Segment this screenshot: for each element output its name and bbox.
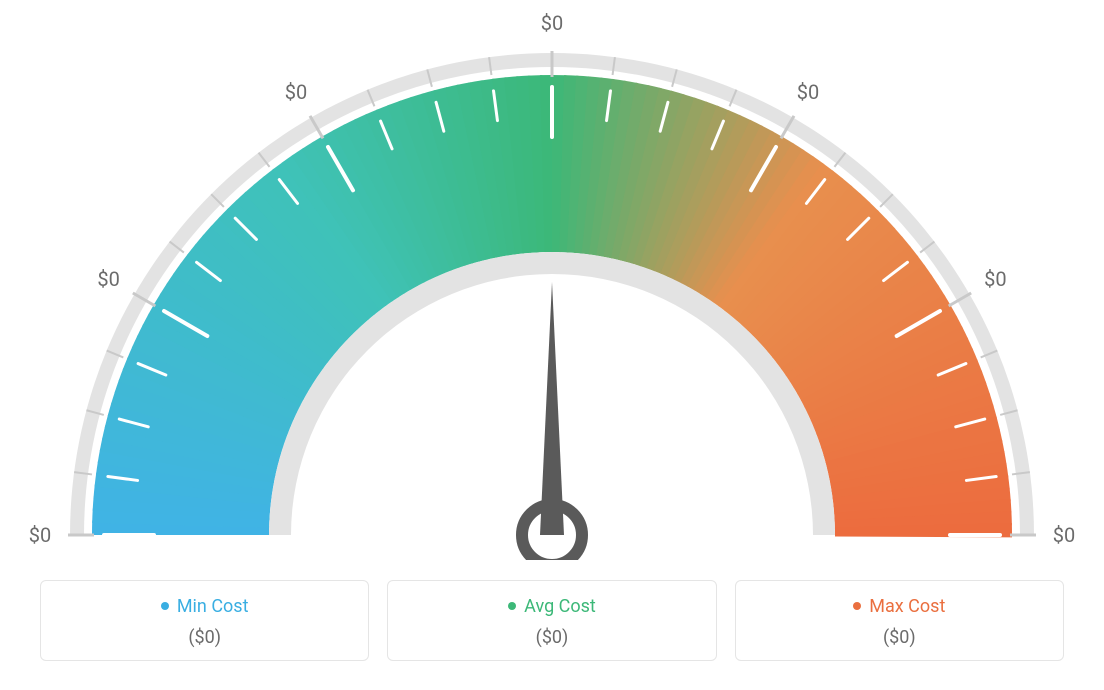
gauge-scale-label: $0: [797, 80, 819, 104]
gauge-scale-label: $0: [97, 267, 119, 291]
gauge-chart: $0 $0 $0 $0 $0 $0 $0: [0, 0, 1104, 560]
gauge-scale-label: $0: [29, 523, 51, 547]
legend-title-max: Max Cost: [853, 596, 945, 617]
legend-dot-avg: [508, 602, 516, 610]
legend-title-avg: Avg Cost: [508, 596, 596, 617]
gauge-scale-label: $0: [541, 11, 563, 35]
gauge-scale-label: $0: [285, 80, 307, 104]
gauge-scale-label: $0: [984, 267, 1006, 291]
legend-label-avg: Avg Cost: [524, 596, 596, 617]
legend-label-min: Min Cost: [177, 596, 249, 617]
legend-title-min: Min Cost: [161, 596, 249, 617]
legend-card-max: Max Cost ($0): [735, 580, 1064, 661]
legend-value-min: ($0): [51, 627, 358, 648]
gauge-scale-label: $0: [1053, 523, 1075, 547]
legend-value-max: ($0): [746, 627, 1053, 648]
legend-dot-max: [853, 602, 861, 610]
legend-card-min: Min Cost ($0): [40, 580, 369, 661]
legend-label-max: Max Cost: [869, 596, 945, 617]
legend-row: Min Cost ($0) Avg Cost ($0) Max Cost ($0…: [40, 580, 1064, 661]
gauge-svg: [0, 0, 1104, 560]
legend-dot-min: [161, 602, 169, 610]
legend-value-avg: ($0): [398, 627, 705, 648]
legend-card-avg: Avg Cost ($0): [387, 580, 716, 661]
